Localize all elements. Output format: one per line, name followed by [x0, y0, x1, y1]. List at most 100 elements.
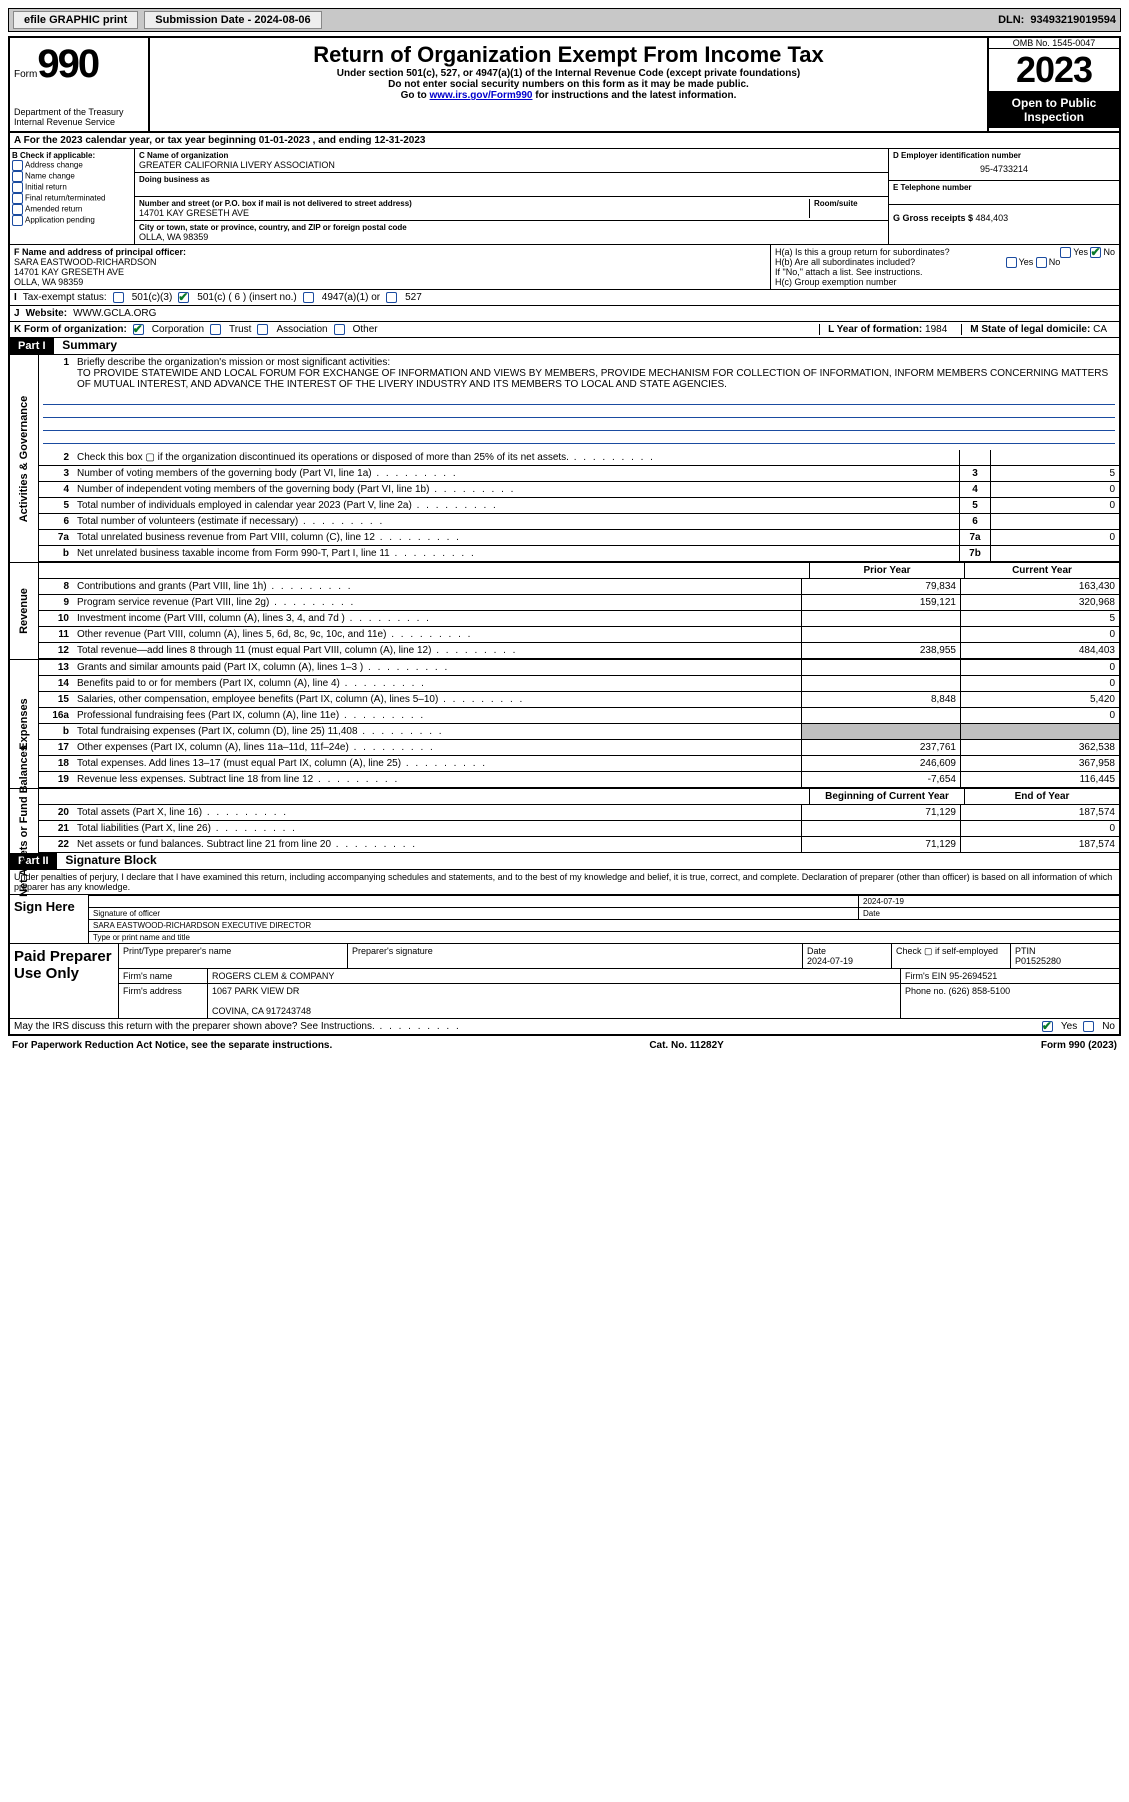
gov-line: 2 Check this box ▢ if the organization d… [39, 450, 1119, 466]
gov-line: 6 Total number of volunteers (estimate i… [39, 514, 1119, 530]
cb-discuss-yes[interactable] [1042, 1021, 1053, 1032]
ein-value: 95-4733214 [893, 160, 1115, 178]
prior-val: 238,955 [801, 643, 960, 658]
dln-label: DLN: [998, 14, 1024, 26]
block-bcdeg: B Check if applicable: Address change Na… [10, 149, 1119, 245]
data-line: 13 Grants and similar amounts paid (Part… [39, 660, 1119, 676]
curr-val: 0 [960, 660, 1119, 675]
cb-corp[interactable] [133, 324, 144, 335]
cb-name-change[interactable] [12, 171, 23, 182]
line-desc: Total expenses. Add lines 13–17 (must eq… [73, 756, 801, 771]
gov-line: 7a Total unrelated business revenue from… [39, 530, 1119, 546]
tax-year: 2023 [989, 48, 1119, 92]
cb-501c3[interactable] [113, 292, 124, 303]
line-num: b [39, 724, 73, 739]
i-label: Tax-exempt status: [23, 292, 107, 303]
subtitle-2: Do not enter social security numbers on … [154, 79, 983, 90]
line-num: 10 [39, 611, 73, 626]
cb-hb-yes[interactable] [1006, 257, 1017, 268]
opt-4947: 4947(a)(1) or [322, 292, 380, 303]
efile-button[interactable]: efile GRAPHIC print [13, 11, 138, 29]
curr-val: 362,538 [960, 740, 1119, 755]
line-num: 3 [39, 466, 73, 481]
mission-rule [43, 431, 1115, 444]
addr-label: Number and street (or P.O. box if mail i… [139, 199, 809, 208]
curr-val: 5,420 [960, 692, 1119, 707]
sidelabel-net: Net Assets or Fund Balances [18, 745, 30, 897]
prior-val: 71,129 [801, 805, 960, 820]
sign-here-label: Sign Here [10, 895, 89, 943]
prior-val: 159,121 [801, 595, 960, 610]
line-num: 11 [39, 627, 73, 642]
opt-final-return: Final return/terminated [25, 194, 105, 203]
sidelabel-exp: Expenses [18, 698, 30, 749]
line-desc: Total unrelated business revenue from Pa… [73, 530, 959, 545]
f-label: F Name and address of principal officer: [14, 247, 186, 257]
curr-val: 367,958 [960, 756, 1119, 771]
cb-ha-yes[interactable] [1060, 247, 1071, 258]
mission-rule [43, 392, 1115, 405]
cb-501c[interactable] [178, 292, 189, 303]
cb-discuss-no[interactable] [1083, 1021, 1094, 1032]
sidelabel-rev: Revenue [18, 588, 30, 634]
curr-val: 0 [960, 708, 1119, 723]
gross-receipts: 484,403 [976, 213, 1009, 223]
submission-date-button[interactable]: Submission Date - 2024-08-06 [144, 11, 321, 29]
prior-val [801, 821, 960, 836]
line-num: 18 [39, 756, 73, 771]
part2-title: Signature Block [59, 853, 156, 867]
line-desc: Total assets (Part X, line 16) [73, 805, 801, 820]
cb-final-return[interactable] [12, 193, 23, 204]
line-num: 17 [39, 740, 73, 755]
opt-address-change: Address change [25, 161, 83, 170]
cb-ha-no[interactable] [1090, 247, 1101, 258]
website-value: WWW.GCLA.ORG [73, 308, 156, 319]
row-a: A For the 2023 calendar year, or tax yea… [10, 133, 1119, 149]
firm-addr2: COVINA, CA 917243748 [212, 1006, 311, 1016]
g-gross-label: G Gross receipts $ [893, 213, 976, 223]
cb-assoc[interactable] [257, 324, 268, 335]
omb-number: OMB No. 1545-0047 [989, 38, 1119, 48]
prior-val [801, 676, 960, 691]
line-num: 16a [39, 708, 73, 723]
cb-other[interactable] [334, 324, 345, 335]
hdr-eoy: End of Year [964, 789, 1119, 804]
form-title: Return of Organization Exempt From Incom… [154, 42, 983, 68]
opt-527: 527 [405, 292, 422, 303]
dba-label: Doing business as [139, 175, 884, 184]
cb-address-change[interactable] [12, 160, 23, 171]
cb-trust[interactable] [210, 324, 221, 335]
ha-no: No [1103, 247, 1115, 257]
k-label: K Form of organization: [14, 324, 127, 335]
line-desc: Contributions and grants (Part VIII, lin… [73, 579, 801, 594]
curr-val: 0 [960, 821, 1119, 836]
cb-hb-no[interactable] [1036, 257, 1047, 268]
data-line: 10 Investment income (Part VIII, column … [39, 611, 1119, 627]
opt-other: Other [353, 324, 378, 335]
line-box: 3 [959, 466, 990, 481]
data-line: 9 Program service revenue (Part VIII, li… [39, 595, 1119, 611]
curr-val: 163,430 [960, 579, 1119, 594]
form-word: Form [14, 69, 37, 80]
cb-amended-return[interactable] [12, 204, 23, 215]
irs-link[interactable]: www.irs.gov/Form990 [429, 90, 532, 101]
line-box: 4 [959, 482, 990, 497]
opt-trust: Trust [229, 324, 251, 335]
line-desc: Total liabilities (Part X, line 26) [73, 821, 801, 836]
prep-name-hdr: Print/Type preparer's name [119, 944, 348, 968]
opt-initial-return: Initial return [25, 183, 67, 192]
cb-527[interactable] [386, 292, 397, 303]
cb-app-pending[interactable] [12, 215, 23, 226]
cb-4947[interactable] [303, 292, 314, 303]
prior-val [801, 708, 960, 723]
cb-initial-return[interactable] [12, 182, 23, 193]
officer-signed-name: SARA EASTWOOD-RICHARDSON EXECUTIVE DIREC… [89, 920, 1119, 932]
data-line: 8 Contributions and grants (Part VIII, l… [39, 579, 1119, 595]
line-desc: Total revenue—add lines 8 through 11 (mu… [73, 643, 801, 658]
line-desc: Total number of volunteers (estimate if … [73, 514, 959, 529]
line-num: 21 [39, 821, 73, 836]
prior-val: 8,848 [801, 692, 960, 707]
line-num: 22 [39, 837, 73, 852]
prep-selfemp: Check ▢ if self-employed [892, 944, 1011, 968]
pra-notice: For Paperwork Reduction Act Notice, see … [12, 1040, 332, 1051]
